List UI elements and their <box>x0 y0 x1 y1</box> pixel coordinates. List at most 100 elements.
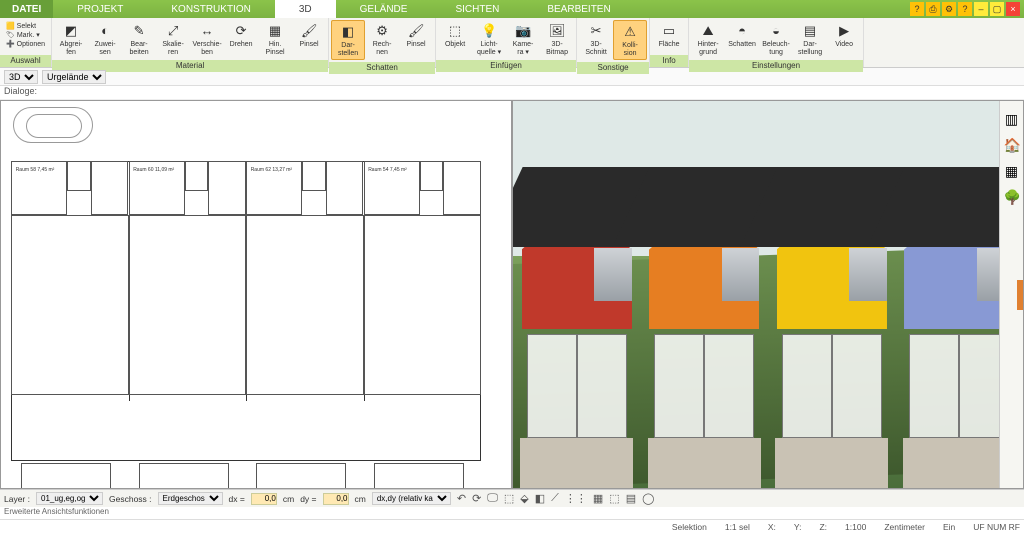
ribbon-button[interactable]: ▭Fläche <box>652 20 686 51</box>
menu-tab-gelaende[interactable]: GELÄNDE <box>336 0 432 18</box>
ribbon-button[interactable]: ▤Dar-stellung <box>793 20 827 58</box>
room-label: Raum 60 11,09 m² <box>133 167 174 173</box>
balcony-3d <box>594 248 632 300</box>
ribbon-group-label: Sonstige <box>577 62 649 74</box>
ribbon-icon: 💡 <box>480 22 498 40</box>
ribbon-group-label: Auswahl <box>0 55 51 67</box>
bottom-tool-icon[interactable]: ◧ <box>535 492 545 505</box>
room <box>364 215 482 395</box>
balcony-3d <box>722 248 760 300</box>
dx-label: dx = <box>229 494 245 504</box>
ribbon-button[interactable]: ◧Dar-stellen <box>331 20 365 60</box>
dock-icon[interactable]: 🏠 <box>1004 137 1020 153</box>
floorplan: Raum 58 7,45 m²Raum 60 11,09 m²Raum 62 1… <box>11 161 481 461</box>
coord-hint-select[interactable]: dx,dy (relativ ka <box>372 492 451 505</box>
help2-icon[interactable]: ? <box>958 2 972 16</box>
ribbon-button[interactable]: ⬚Objekt <box>438 20 472 51</box>
maximize-button[interactable]: ▢ <box>990 2 1004 16</box>
ribbon-button[interactable]: ⚠Kolli-sion <box>613 20 647 60</box>
dock-icon[interactable]: ▥ <box>1004 111 1020 127</box>
bottom-tool-icon[interactable]: ↶ <box>457 492 466 505</box>
render-pane[interactable]: ▥ 🏠 ▦ 🌳 <box>512 100 1024 489</box>
bottom-tool-icon[interactable]: ⋮⋮ <box>565 492 587 505</box>
bottom-tool-icon[interactable]: ▤ <box>626 492 636 505</box>
bottom-tool-icon[interactable]: ▦ <box>593 492 603 505</box>
geschoss-label: Geschoss : <box>109 494 152 504</box>
settings-icon[interactable]: ⚙ <box>942 2 956 16</box>
ribbon-button[interactable]: 🖌Pinsel <box>292 20 326 51</box>
ribbon-button[interactable]: ▶Video <box>827 20 861 51</box>
ribbon-icon: ✂ <box>587 22 605 40</box>
ribbon-button[interactable]: ◒Beleuch-tung <box>759 20 793 58</box>
menu-bar: DATEI PROJEKT KONSTRUKTION 3D GELÄNDE SI… <box>0 0 1024 18</box>
ribbon-button[interactable]: ⟳Drehen <box>224 20 258 51</box>
ribbon-icon: ⛰ <box>699 22 717 40</box>
layer-select[interactable]: 01_ug,eg,og <box>36 492 103 505</box>
ribbon-group-label: Schatten <box>329 62 435 74</box>
ribbon-stack-item[interactable]: ➕ Optionen <box>6 40 45 48</box>
ribbon-button[interactable]: 🖌Pinsel <box>399 20 433 51</box>
ribbon-button[interactable]: 💡Licht-quelle ▾ <box>472 20 506 58</box>
room <box>11 215 129 395</box>
bottom-tool-icon[interactable]: 🖵 <box>487 492 498 505</box>
ribbon-button[interactable]: ▦Hin.Pinsel <box>258 20 292 58</box>
ribbon-button[interactable]: 📷Kame-ra ▾ <box>506 20 540 58</box>
dx-input[interactable] <box>251 493 277 505</box>
ribbon-icon: ⬚ <box>446 22 464 40</box>
menu-tab-3d[interactable]: 3D <box>275 0 336 18</box>
bottom-tool-icon[interactable]: ⬙ <box>520 492 528 505</box>
dock-icon[interactable]: ▦ <box>1004 163 1020 179</box>
tool-icon[interactable]: ⎙ <box>926 2 940 16</box>
ribbon-stack-item[interactable]: 🏷 Mark. ▾ <box>6 31 45 39</box>
minimize-button[interactable]: – <box>974 2 988 16</box>
terrace <box>775 438 888 489</box>
ribbon-button[interactable]: ◐Zuwei-sen <box>88 20 122 58</box>
windows <box>527 334 627 438</box>
ribbon-button[interactable]: ↔Verschie-ben <box>190 20 224 58</box>
menu-tab-konstruktion[interactable]: KONSTRUKTION <box>147 0 274 18</box>
ribbon-button[interactable]: ◓Schatten <box>725 20 759 51</box>
ribbon-button[interactable]: ⛰Hinter-grund <box>691 20 725 58</box>
view-mode-select[interactable]: 3D <box>4 70 38 84</box>
geschoss-select[interactable]: Erdgeschos <box>158 492 223 505</box>
menu-tab-projekt[interactable]: PROJEKT <box>53 0 147 18</box>
floorplan-pane[interactable]: Raum 58 7,45 m²Raum 60 11,09 m²Raum 62 1… <box>0 100 512 489</box>
bottom-tool-icon[interactable]: ◯ <box>642 492 654 505</box>
bottom-tool-icon[interactable]: ⟋ <box>551 492 559 505</box>
pane-splitter[interactable] <box>1017 280 1023 310</box>
ribbon-stack-item[interactable]: 🟨 Selekt <box>6 22 45 30</box>
dock-icon[interactable]: 🌳 <box>1004 189 1020 205</box>
ribbon-icon: ↔ <box>198 22 216 40</box>
room <box>67 161 91 191</box>
bottom-tool-icon[interactable]: ⬚ <box>504 492 514 505</box>
status-y: Y: <box>794 522 802 532</box>
ribbon-button[interactable]: 🖼3D-Bitmap <box>540 20 574 58</box>
ribbon-button[interactable]: ⤢Skalie-ren <box>156 20 190 58</box>
room <box>302 161 326 191</box>
ribbon-button[interactable]: ⚙Rech-nen <box>365 20 399 58</box>
ribbon-icon: ⤢ <box>164 22 182 40</box>
menu-file[interactable]: DATEI <box>0 0 53 18</box>
menu-tab-bearbeiten[interactable]: BEARBEITEN <box>523 0 634 18</box>
ribbon-button[interactable]: ✂3D-Schnitt <box>579 20 613 58</box>
room <box>420 161 444 191</box>
ribbon-icon: ⟳ <box>232 22 250 40</box>
help-icon[interactable]: ? <box>910 2 924 16</box>
menu-tab-sichten[interactable]: SICHTEN <box>431 0 523 18</box>
windows <box>654 334 754 438</box>
main-area: Raum 58 7,45 m²Raum 60 11,09 m²Raum 62 1… <box>0 100 1024 489</box>
bottom-tool-icon[interactable]: ⟳ <box>472 492 481 505</box>
scene-select[interactable]: Urgelände <box>42 70 106 84</box>
ribbon-button[interactable]: ◩Abgrei-fen <box>54 20 88 58</box>
close-button[interactable]: × <box>1006 2 1020 16</box>
status-ein: Ein <box>943 522 955 532</box>
dy-input[interactable] <box>323 493 349 505</box>
ribbon-group-label: Einstellungen <box>689 60 863 72</box>
ribbon-icon: ◒ <box>767 22 785 40</box>
ribbon-icon: ◓ <box>733 22 751 40</box>
ribbon-icon: ⚠ <box>621 23 639 41</box>
status-x: X: <box>768 522 776 532</box>
bottom-tool-icon[interactable]: ⬚ <box>609 492 619 505</box>
ribbon-button[interactable]: ✎Bear-beiten <box>122 20 156 58</box>
room <box>246 215 364 395</box>
